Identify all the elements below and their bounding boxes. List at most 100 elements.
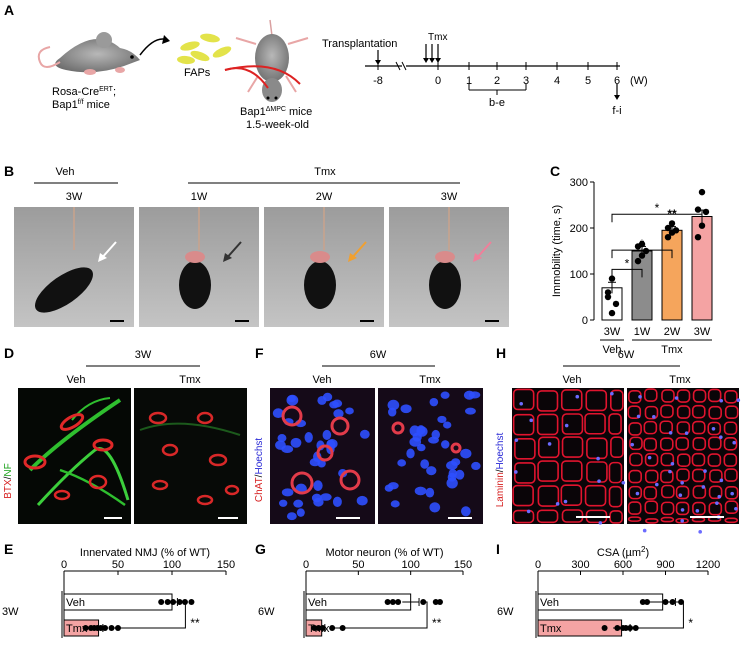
h-fiber xyxy=(608,413,622,435)
timeline-tmx-label: Tmx xyxy=(428,32,447,43)
h-fiber xyxy=(724,500,739,515)
h-nucleus xyxy=(630,442,635,447)
h-fiber xyxy=(723,436,738,451)
g-x-tick-label: 150 xyxy=(454,559,472,571)
h-time-label: 6W xyxy=(618,349,635,361)
h-fiber xyxy=(691,468,706,483)
f-chat-cell xyxy=(339,469,361,491)
e-significance-bracket xyxy=(109,601,186,629)
f-nucleus xyxy=(406,448,415,459)
h-fiber xyxy=(691,452,706,467)
h-fiber xyxy=(629,452,643,467)
c-y-tick-label: 200 xyxy=(570,223,588,235)
h-fiber xyxy=(644,405,659,420)
f-nucleus xyxy=(387,399,400,411)
i-x-tick-label: 0 xyxy=(535,559,541,571)
h-fiber xyxy=(692,389,707,403)
i-x-tick-label: 1200 xyxy=(696,559,720,571)
h-fiber xyxy=(691,420,706,435)
h-nucleus xyxy=(668,469,672,474)
b-mouse-body xyxy=(35,267,93,313)
h-nucleus xyxy=(563,499,568,504)
f-chat-cell xyxy=(281,405,303,427)
i-data-point xyxy=(639,599,646,605)
h-fiber xyxy=(512,509,535,524)
g-data-point xyxy=(395,599,402,605)
h-nucleus xyxy=(719,435,723,439)
h-fiber xyxy=(676,453,691,468)
c-data-point xyxy=(638,252,646,259)
h-nucleus xyxy=(719,478,724,483)
panel-letter-f: F xyxy=(255,345,264,361)
d-tmx-image xyxy=(134,388,247,524)
f-chat-cell xyxy=(450,442,462,454)
e-data-point xyxy=(158,599,165,605)
h-fiber xyxy=(627,516,642,522)
h-fiber xyxy=(512,388,535,411)
c-data-point xyxy=(694,234,702,241)
c-significance-bracket xyxy=(611,213,703,223)
h-nucleus xyxy=(575,394,580,399)
h-fiber xyxy=(676,421,691,435)
chart-i: CSA (µm2) 0 300 600 900 1200 Veh Tmx * xyxy=(535,545,720,638)
i-x-tick-label: 300 xyxy=(571,559,589,571)
h-nucleus xyxy=(717,494,722,499)
h-fiber xyxy=(628,485,643,500)
h-nucleus xyxy=(547,442,552,446)
f-nucleus xyxy=(286,512,297,521)
timeline-tick-label: 2 xyxy=(494,75,500,87)
f-nucleus xyxy=(446,477,458,489)
timeline-tick-label: 4 xyxy=(554,75,560,87)
c-significance-label: * xyxy=(655,201,660,215)
h-fiber xyxy=(708,485,723,500)
h-fiber xyxy=(724,468,738,482)
f-nucleus xyxy=(356,495,368,506)
f-nucleus xyxy=(455,469,465,480)
b-photo-label: 3W xyxy=(441,191,458,203)
f-nucleus xyxy=(322,429,332,441)
c-data-point xyxy=(612,300,620,308)
f-tmx-label: Tmx xyxy=(419,374,441,386)
h-nucleus xyxy=(598,521,603,525)
h-fiber xyxy=(708,436,722,451)
h-fiber xyxy=(676,405,691,419)
panel-letter-c: C xyxy=(550,163,560,179)
h-fiber xyxy=(561,413,584,435)
f-nucleus xyxy=(296,508,305,517)
b-mouse-body xyxy=(179,261,211,309)
h-nucleus xyxy=(668,430,673,435)
e-x-tick-label: 50 xyxy=(112,559,124,571)
h-fiber xyxy=(536,509,559,524)
f-nucleus xyxy=(304,432,313,443)
h-nucleus xyxy=(529,418,534,423)
h-nucleus xyxy=(638,395,642,399)
h-fiber xyxy=(627,501,642,515)
h-fiber xyxy=(707,388,722,403)
c-data-point xyxy=(608,309,616,317)
c-data-point xyxy=(664,234,672,241)
e-data-point xyxy=(82,625,89,631)
h-fiber xyxy=(644,469,659,484)
b-mouse-body xyxy=(304,261,336,309)
f-nucleus xyxy=(416,425,426,435)
f-nucleus xyxy=(426,466,437,476)
f-nucleus xyxy=(333,409,344,419)
b-photo-label: 3W xyxy=(66,191,83,203)
h-nucleus xyxy=(695,509,700,513)
h-nucleus xyxy=(680,519,685,523)
i-data-point xyxy=(627,625,634,631)
e-time-label: 3W xyxy=(2,606,19,618)
h-nucleus xyxy=(703,469,707,473)
f-nucleus xyxy=(359,429,370,439)
f-nucleus xyxy=(460,448,472,459)
timeline-tick-label: 3 xyxy=(523,75,529,87)
b-photo-row: 3W 1W 2W 3W xyxy=(14,191,509,327)
e-significance-label: ** xyxy=(190,616,200,630)
h-fiber xyxy=(608,461,623,484)
h-nucleus xyxy=(636,414,641,419)
h-fiber xyxy=(610,436,624,459)
donor-genotype-line1: Rosa-CreERT; xyxy=(52,86,116,98)
f-nucleus xyxy=(416,443,426,452)
panel-letter-i: I xyxy=(496,541,500,557)
